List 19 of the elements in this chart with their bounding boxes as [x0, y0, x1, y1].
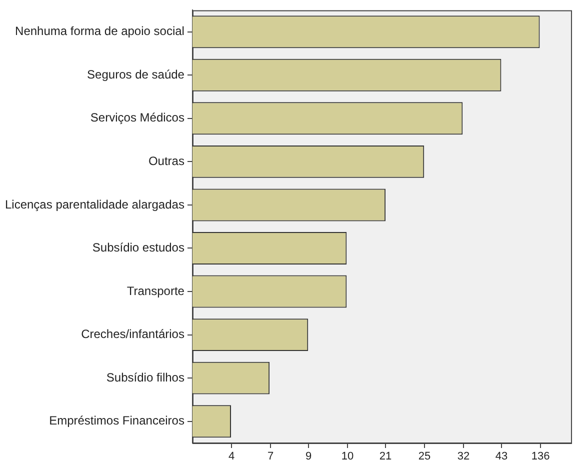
text: 136	[531, 450, 550, 463]
text: 25	[418, 450, 431, 463]
y-tick-label: Empréstimos Financeiros	[49, 414, 184, 428]
text: 10	[341, 450, 354, 463]
text: 32	[457, 450, 470, 463]
y-tick-label: Subsídio estudos	[92, 240, 184, 255]
text: 21	[379, 450, 392, 463]
y-tick-label: Creches/infantários	[81, 327, 184, 342]
text: 43	[495, 450, 508, 463]
y-tick-label: Nenhuma forma de apoio social	[15, 24, 184, 38]
text: 9	[305, 450, 312, 463]
text: 4	[228, 450, 235, 463]
text: 7	[267, 450, 274, 463]
y-tick-label: Outras	[148, 154, 184, 168]
y-tick-label: Transporte	[126, 284, 185, 298]
y-tick-label: Serviços Médicos	[90, 110, 184, 125]
y-tick-label: Seguros de saúde	[87, 67, 185, 82]
y-tick-label: Licenças parentalidade alargadas	[4, 197, 184, 212]
y-tick-label: Subsídio filhos	[106, 370, 184, 384]
